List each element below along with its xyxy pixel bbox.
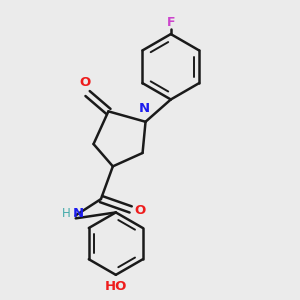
Text: O: O — [134, 204, 146, 218]
Text: O: O — [79, 76, 90, 89]
Text: HO: HO — [105, 280, 127, 293]
Text: H: H — [62, 207, 70, 220]
Text: F: F — [167, 16, 175, 29]
Text: N: N — [73, 207, 84, 220]
Text: N: N — [139, 102, 150, 115]
